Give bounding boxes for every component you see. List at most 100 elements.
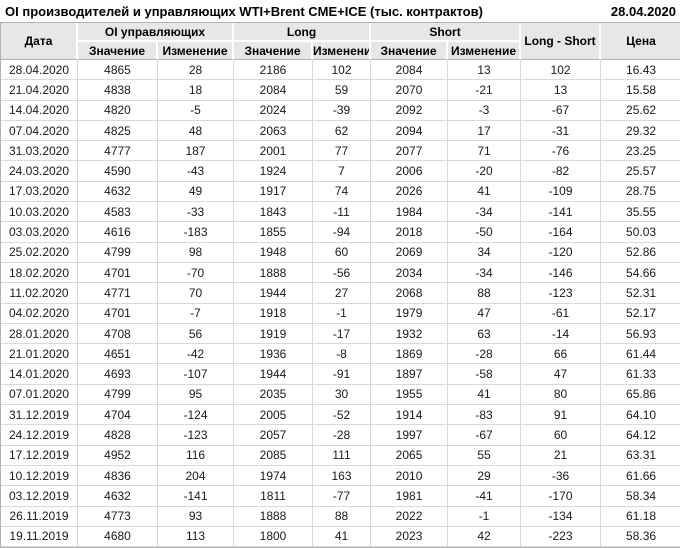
cell-date: 25.02.2020 <box>1 242 78 263</box>
cell-long-change: 74 <box>313 181 372 203</box>
cell-short-change: 29 <box>448 465 522 487</box>
cell-short-change: -34 <box>448 262 522 284</box>
cell-long-value: 2024 <box>234 100 314 121</box>
cell-long-change: 111 <box>313 445 372 466</box>
cell-short-change: -67 <box>448 425 522 446</box>
cell-short-change: 63 <box>448 323 522 345</box>
cell-oi-change: 56 <box>158 323 235 345</box>
cell-long-value: 2084 <box>234 80 314 101</box>
cell-price: 16.43 <box>601 60 680 81</box>
subheader-oi-value: Значение <box>78 42 158 60</box>
cell-oi-value: 4865 <box>78 60 158 81</box>
cell-price: 15.58 <box>601 80 680 101</box>
group-header-row: Дата OI управляющих Long Short Long - Sh… <box>1 23 680 60</box>
cell-date: 19.11.2019 <box>1 526 78 548</box>
cell-date: 21.01.2020 <box>1 344 78 365</box>
cell-price: 52.86 <box>601 243 680 263</box>
cell-short-change: -3 <box>448 100 522 121</box>
cell-oi-value: 4583 <box>78 202 158 223</box>
cell-long-short: 13 <box>521 80 602 101</box>
cell-long-short: 21 <box>521 445 602 466</box>
cell-price: 54.66 <box>601 263 680 284</box>
cell-price: 63.31 <box>601 446 680 466</box>
cell-short-change: 34 <box>448 242 522 263</box>
cell-short-value: 2084 <box>371 60 449 81</box>
cell-date: 14.04.2020 <box>1 100 78 121</box>
cell-date: 04.02.2020 <box>1 303 78 324</box>
subheader-long-change: Изменение <box>313 42 372 60</box>
cell-short-change: 42 <box>448 526 522 548</box>
table-row: 03.03.2020 4616 -183 1855 -94 2018 -50 -… <box>1 222 680 243</box>
table-row: 14.01.2020 4693 -107 1944 -91 1897 -58 4… <box>1 364 680 385</box>
cell-oi-change: 187 <box>158 141 235 162</box>
cell-oi-change: -33 <box>158 202 235 223</box>
cell-long-short: -67 <box>521 100 602 121</box>
cell-short-value: 2023 <box>371 526 449 548</box>
cell-long-value: 1918 <box>234 303 314 324</box>
cell-date: 17.12.2019 <box>1 445 78 466</box>
cell-long-change: 60 <box>313 242 372 263</box>
cell-long-value: 1948 <box>234 242 314 263</box>
cell-long-change: 41 <box>313 526 372 548</box>
col-header-date: Дата <box>1 23 78 60</box>
cell-oi-value: 4701 <box>78 262 158 284</box>
cell-short-value: 2092 <box>371 100 449 121</box>
cell-date: 26.11.2019 <box>1 506 78 527</box>
cell-long-change: -52 <box>313 405 372 426</box>
cell-long-change: -39 <box>313 100 372 121</box>
cell-oi-change: 116 <box>158 445 235 466</box>
cell-oi-change: 48 <box>158 120 235 142</box>
cell-long-short: -82 <box>521 161 602 182</box>
cell-date: 24.03.2020 <box>1 161 78 182</box>
cell-date: 14.01.2020 <box>1 364 78 385</box>
cell-short-change: -58 <box>448 364 522 385</box>
cell-long-short: 80 <box>521 384 602 406</box>
cell-oi-value: 4825 <box>78 120 158 142</box>
cell-oi-value: 4632 <box>78 486 158 507</box>
cell-long-value: 1936 <box>234 344 314 365</box>
cell-long-short: -134 <box>521 506 602 527</box>
cell-oi-change: 93 <box>158 506 235 527</box>
cell-short-value: 1997 <box>371 425 449 446</box>
cell-short-value: 2069 <box>371 242 449 263</box>
table-row: 31.12.2019 4704 -124 2005 -52 1914 -83 9… <box>1 405 680 426</box>
cell-short-change: 71 <box>448 141 522 162</box>
cell-price: 52.31 <box>601 283 680 304</box>
cell-oi-value: 4828 <box>78 425 158 446</box>
cell-long-value: 1811 <box>234 486 314 507</box>
cell-long-short: 102 <box>521 60 602 81</box>
cell-short-value: 1955 <box>371 384 449 406</box>
cell-short-change: 88 <box>448 283 522 304</box>
cell-date: 17.03.2020 <box>1 181 78 203</box>
cell-long-short: -141 <box>521 202 602 223</box>
cell-short-value: 2034 <box>371 262 449 284</box>
cell-short-value: 2094 <box>371 120 449 142</box>
cell-long-short: 91 <box>521 405 602 426</box>
cell-long-change: 62 <box>313 120 372 142</box>
cell-oi-value: 4701 <box>78 303 158 324</box>
cell-short-value: 1932 <box>371 323 449 345</box>
cell-short-value: 1979 <box>371 303 449 324</box>
cell-date: 07.04.2020 <box>1 120 78 142</box>
cell-price: 58.36 <box>601 527 680 548</box>
cell-oi-change: -123 <box>158 425 235 446</box>
cell-long-short: -36 <box>521 465 602 487</box>
cell-date: 03.03.2020 <box>1 222 78 243</box>
cell-oi-change: -7 <box>158 303 235 324</box>
cell-oi-change: 95 <box>158 384 235 406</box>
cell-oi-change: -141 <box>158 486 235 507</box>
cell-oi-value: 4799 <box>78 242 158 263</box>
cell-short-change: -28 <box>448 344 522 365</box>
cell-long-change: -77 <box>313 486 372 507</box>
cell-long-short: -223 <box>521 526 602 548</box>
cell-short-change: 41 <box>448 181 522 203</box>
cell-long-change: -17 <box>313 323 372 345</box>
title-bar: OI производителей и управляющих WTI+Bren… <box>0 0 680 22</box>
cell-price: 28.75 <box>601 182 680 203</box>
table-row: 28.04.2020 4865 28 2186 102 2084 13 102 … <box>1 60 680 81</box>
cell-price: 23.25 <box>601 141 680 162</box>
cell-price: 25.62 <box>601 101 680 121</box>
cell-long-short: -76 <box>521 141 602 162</box>
cell-long-change: 102 <box>313 60 372 81</box>
